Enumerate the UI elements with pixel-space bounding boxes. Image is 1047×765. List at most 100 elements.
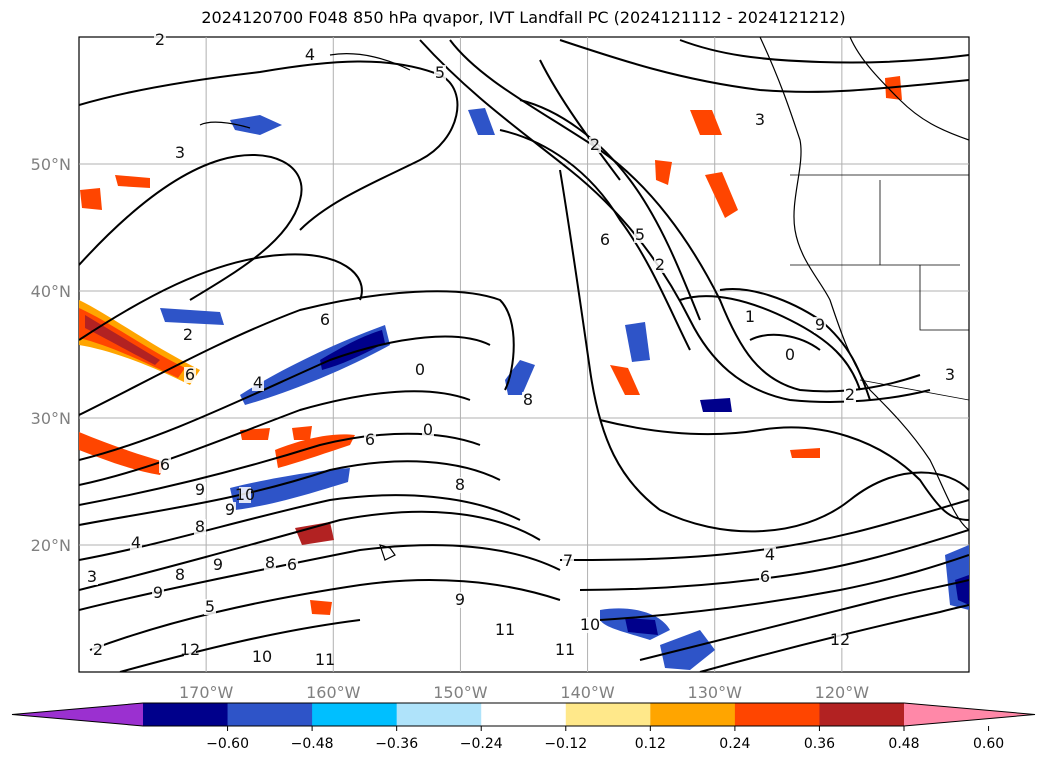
contour-label-bg [754,112,766,128]
contour-label-bg [204,599,216,615]
negative-anomaly-core [320,330,385,370]
colorbar-segment [650,703,736,726]
contour-label-bg [844,387,856,403]
contour-label: 4 [305,45,315,64]
contour-label: 3 [87,567,97,586]
lon-tick-label: 160°W [306,683,361,702]
contour-label: 9 [195,480,205,499]
contour-label-bg [944,367,956,383]
contour-label: 8 [265,553,275,572]
contour-label: 5 [635,225,645,244]
contour-label: 6 [160,455,170,474]
contour-label: 8 [175,565,185,584]
contour-label: 0 [785,345,795,364]
contour-label-bg [584,617,596,633]
contour-label: 6 [600,230,610,249]
contour-label: 10 [252,647,272,666]
contour-label-bg [130,535,142,551]
lat-tick-label: 40°N [31,282,71,301]
colorbar-tick-label: −0.24 [460,736,503,752]
contour-label: 3 [945,365,955,384]
contour-label-bg [286,557,298,573]
contour-label-bg [152,585,164,601]
contour-label-bg [184,367,196,383]
contour-label-bg [562,553,574,569]
positive-anomaly-patch [705,172,738,218]
contour-label-bg [154,32,166,48]
positive-anomaly-band [79,432,165,475]
contour-label: 2 [590,135,600,154]
contour-label: 0 [415,360,425,379]
contour-label: 3 [755,110,765,129]
contour-label-bg [304,47,316,63]
contour-label-bg [194,519,206,535]
colorbar-segment [819,703,905,726]
lat-tick-label: 20°N [31,536,71,555]
contour-label-bg [184,642,196,658]
contour-label: 1 [745,307,755,326]
colorbar-segment [143,703,229,726]
contour-label: 11 [555,640,575,659]
contour-label-bg [174,145,186,161]
contour-label: 6 [365,430,375,449]
contour-label-bg [589,137,601,153]
contour-label-bg [634,227,646,243]
contour-label-bg [744,309,756,325]
contour-label-bg [599,232,611,248]
contour-label: 2 [93,640,103,659]
contour-label: 5 [435,63,445,82]
positive-anomaly-patch [655,160,672,185]
positive-anomaly-band [292,426,312,440]
contour-label-bg [212,557,224,573]
contour-label: 11 [315,650,335,669]
positive-anomaly-patch [790,448,820,458]
contour-label-bg [454,592,466,608]
contour-label: 6 [760,567,770,586]
contour-label: 2 [155,30,165,49]
contour-label: 2 [183,325,193,344]
positive-anomaly-patch [690,110,722,135]
contour-label: 0 [423,420,433,439]
colorbar-tick-label: −0.60 [206,736,249,752]
contour-label: 2 [845,385,855,404]
lon-tick-label: 170°W [179,683,234,702]
negative-anomaly-band [660,630,715,670]
longitude-labels: 170°W 160°W 150°W 140°W 130°W 120°W [179,683,869,702]
positive-anomaly-band [240,428,270,440]
contour-label: 11 [495,620,515,639]
contour-label: 2 [655,255,665,274]
colorbar-tick-label: 0.60 [973,736,1004,752]
contour-label-bg [256,649,268,665]
contour-label-bg [182,327,194,343]
colorbar-segment [312,703,398,726]
lat-tick-label: 30°N [31,409,71,428]
colorbar-tick-label: −0.48 [291,736,334,752]
colorbar-tick-label: −0.36 [375,736,418,752]
coastlines [199,37,969,561]
contour-label-bg [834,632,846,648]
negative-anomaly-core [625,618,658,635]
contour-label-bg [264,555,276,571]
contour-label: 4 [253,373,263,392]
colorbar-segment [396,703,482,726]
contour-label: 3 [175,143,185,162]
colorbar-segment [734,703,820,726]
contour-label-bg [499,622,511,638]
colorbar: −0.60 −0.48 −0.36 −0.24 −0.12 0.12 0.24 0.36 0.4… [11,702,1036,752]
ivt-contours [79,39,969,672]
positive-anomaly-patch [610,365,640,395]
contour-label: 12 [830,630,850,649]
positive-anomaly-band [295,522,334,545]
negative-anomaly-band [160,308,224,325]
negative-anomaly-band [625,322,650,362]
contour-label: 6 [320,310,330,329]
contour-label-bg [319,652,331,668]
contour-label: 9 [225,500,235,519]
negative-anomaly-band [700,398,732,412]
contour-label-bg [654,257,666,273]
contour-label: 9 [153,583,163,602]
contour-label: 9 [455,590,465,609]
colorbar-extend-high [904,703,1035,726]
contour-label-bg [414,362,426,378]
